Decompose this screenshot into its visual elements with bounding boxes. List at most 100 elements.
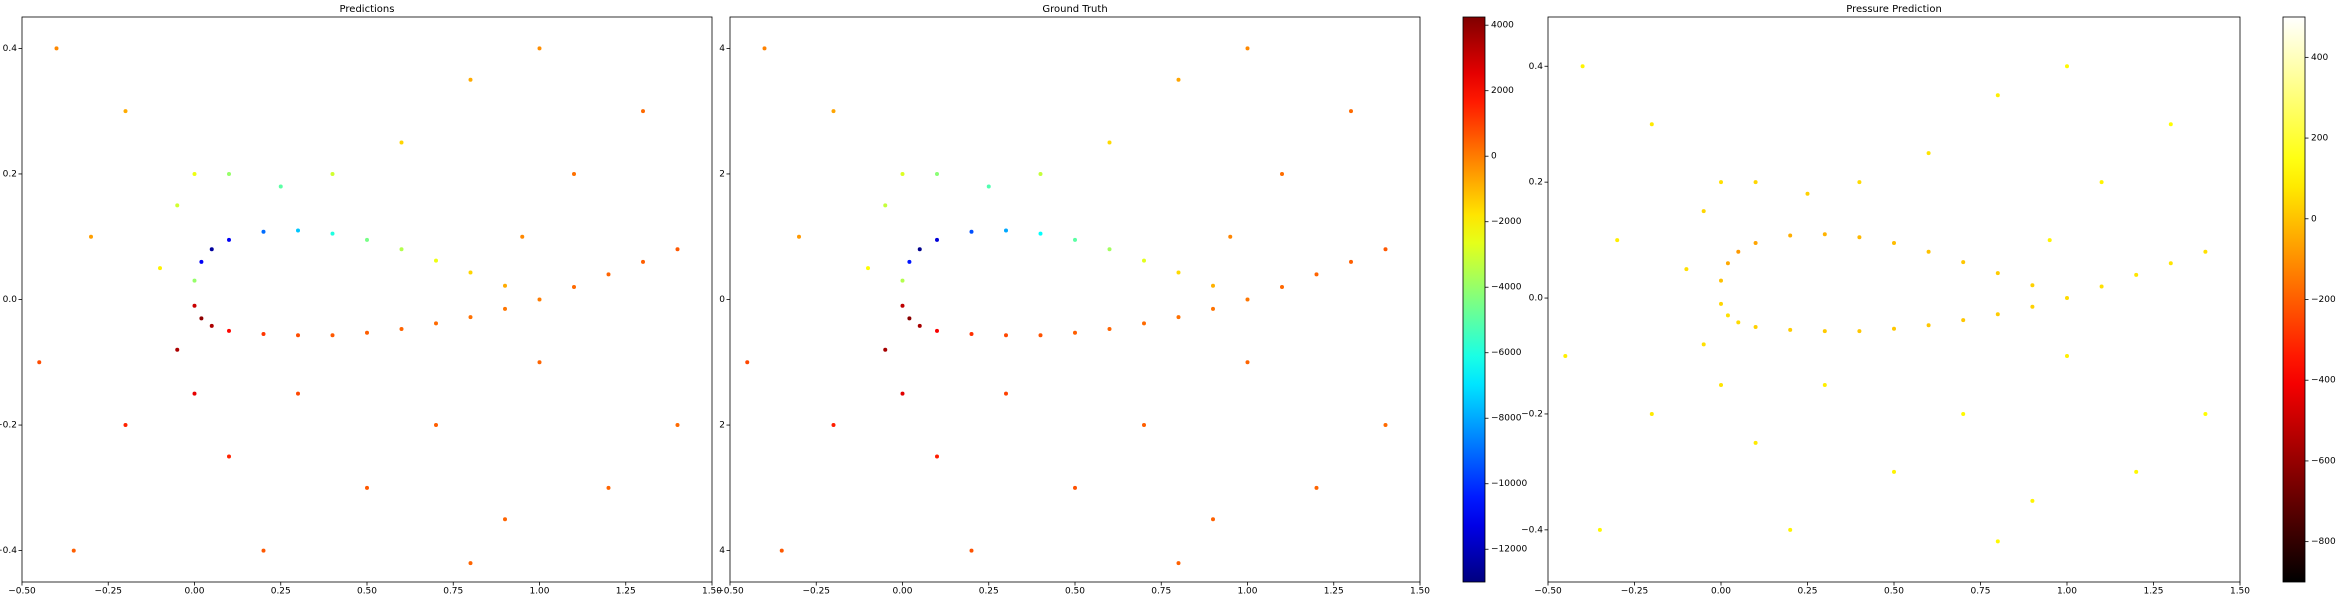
scatter-point — [503, 306, 507, 311]
colorbar-tick-label: 400 — [2311, 53, 2328, 63]
scatter-point — [1176, 561, 1181, 566]
scatter-point — [1383, 423, 1388, 428]
scatter-point — [1961, 318, 1966, 323]
colorbar-tick-label: 0 — [2311, 214, 2317, 224]
scatter-point — [365, 237, 369, 242]
scatter-point — [745, 360, 750, 365]
y-tick-label: −0.4 — [1521, 525, 1543, 535]
x-tick-label: −0.25 — [802, 587, 830, 597]
scatter-point — [935, 171, 939, 176]
scatter-point — [1753, 241, 1758, 245]
scatter-point — [1349, 109, 1353, 114]
scatter-point — [1725, 261, 1730, 266]
scatter-point — [572, 171, 576, 176]
scatter-point — [1211, 306, 1215, 311]
scatter-point — [1995, 93, 2000, 98]
scatter-point — [296, 391, 300, 396]
plot-frame — [1547, 16, 2241, 583]
scatter-point — [866, 266, 870, 271]
scatter-point — [1753, 180, 1758, 185]
scatter-point — [1142, 258, 1146, 263]
scatter-point — [1176, 77, 1181, 82]
y-tick-label: −0.4 — [0, 546, 17, 556]
colorbar-tick-label: 200 — [2311, 134, 2328, 144]
scatter-point — [1038, 171, 1043, 176]
scatter-point — [399, 247, 404, 252]
scatter-point — [503, 517, 507, 522]
scatter-point — [2030, 498, 2035, 503]
scatter-point — [1004, 228, 1008, 233]
scatter-point — [330, 231, 335, 236]
scatter-point — [779, 548, 784, 553]
scatter-point — [434, 423, 438, 428]
scatter-point — [907, 316, 912, 321]
scatter-point — [1926, 323, 1931, 328]
scatter-point — [2099, 284, 2104, 289]
x-tick-label: 0.00 — [184, 587, 204, 597]
scatter-point — [2030, 304, 2035, 309]
scatter-point — [1995, 271, 2000, 276]
scatter-point — [935, 237, 939, 242]
colorbar-tick-label: −200 — [2311, 295, 2336, 305]
scatter-point — [2065, 354, 2069, 358]
scatter-point — [1615, 238, 1620, 243]
plot-frame — [729, 16, 1421, 583]
scatter-point — [468, 561, 473, 566]
x-tick-label: 0.75 — [443, 587, 463, 597]
colorbar-tick-label: −10000 — [1491, 479, 1527, 489]
scatter-point — [2065, 296, 2069, 301]
y-tick-label: 0.4 — [3, 44, 18, 54]
colorbar-tick-label: −800 — [2311, 537, 2336, 547]
scatter-point — [37, 360, 42, 365]
y-tick-label: 2 — [719, 169, 725, 179]
scatter-point — [468, 270, 473, 275]
x-tick-label: −0.50 — [716, 587, 744, 597]
colorbar-tick-label: −12000 — [1491, 545, 1527, 555]
scatter-point — [192, 391, 197, 396]
x-tick-label: 0.00 — [1711, 587, 1731, 597]
scatter-point — [296, 333, 300, 338]
scatter-point — [969, 548, 974, 553]
scatter-point — [641, 259, 645, 264]
y-tick-label: 2 — [719, 421, 725, 431]
scatter-point — [900, 171, 905, 176]
scatter-point — [434, 321, 438, 326]
scatter-point — [1038, 333, 1043, 338]
scatter-point — [2203, 411, 2208, 416]
scatter-point — [1788, 327, 1793, 332]
scatter-point — [1857, 180, 1862, 185]
scatter-point — [1142, 321, 1146, 326]
scatter-point — [89, 234, 93, 239]
x-tick-label: 1.25 — [616, 587, 636, 597]
scatter-point — [900, 278, 905, 283]
x-tick-label: −0.50 — [1534, 587, 1562, 597]
scatter-point — [434, 258, 438, 263]
y-tick-label: −0.2 — [0, 421, 17, 431]
scatter-point — [935, 328, 939, 333]
scatter-point — [1701, 342, 1706, 347]
colorbar-tick-label: −400 — [2311, 376, 2336, 386]
colorbar-tick-label: 0 — [1491, 152, 1497, 162]
scatter-point — [1719, 180, 1723, 185]
scatter-point — [606, 272, 611, 277]
scatter-point — [261, 332, 266, 337]
scatter-point — [209, 247, 214, 252]
scatter-point — [900, 391, 905, 396]
scatter-point — [278, 184, 283, 189]
scatter-point — [1649, 411, 1654, 416]
plot-frame — [21, 16, 713, 583]
x-tick-label: 0.75 — [1151, 587, 1171, 597]
scatter-point — [2168, 261, 2173, 266]
scatter-point — [503, 283, 507, 288]
chart-title: Predictions — [340, 4, 395, 15]
scatter-point — [1245, 360, 1250, 365]
colorbar-tick-label: −2000 — [1491, 217, 1522, 227]
y-tick-label: 4 — [719, 546, 725, 556]
scatter-point — [1857, 329, 1862, 334]
scatter-point — [123, 109, 128, 114]
scatter-point — [1926, 249, 1931, 254]
scatter-point — [907, 259, 912, 264]
scatter-point — [1038, 231, 1043, 236]
x-tick-label: 1.00 — [2057, 587, 2077, 597]
